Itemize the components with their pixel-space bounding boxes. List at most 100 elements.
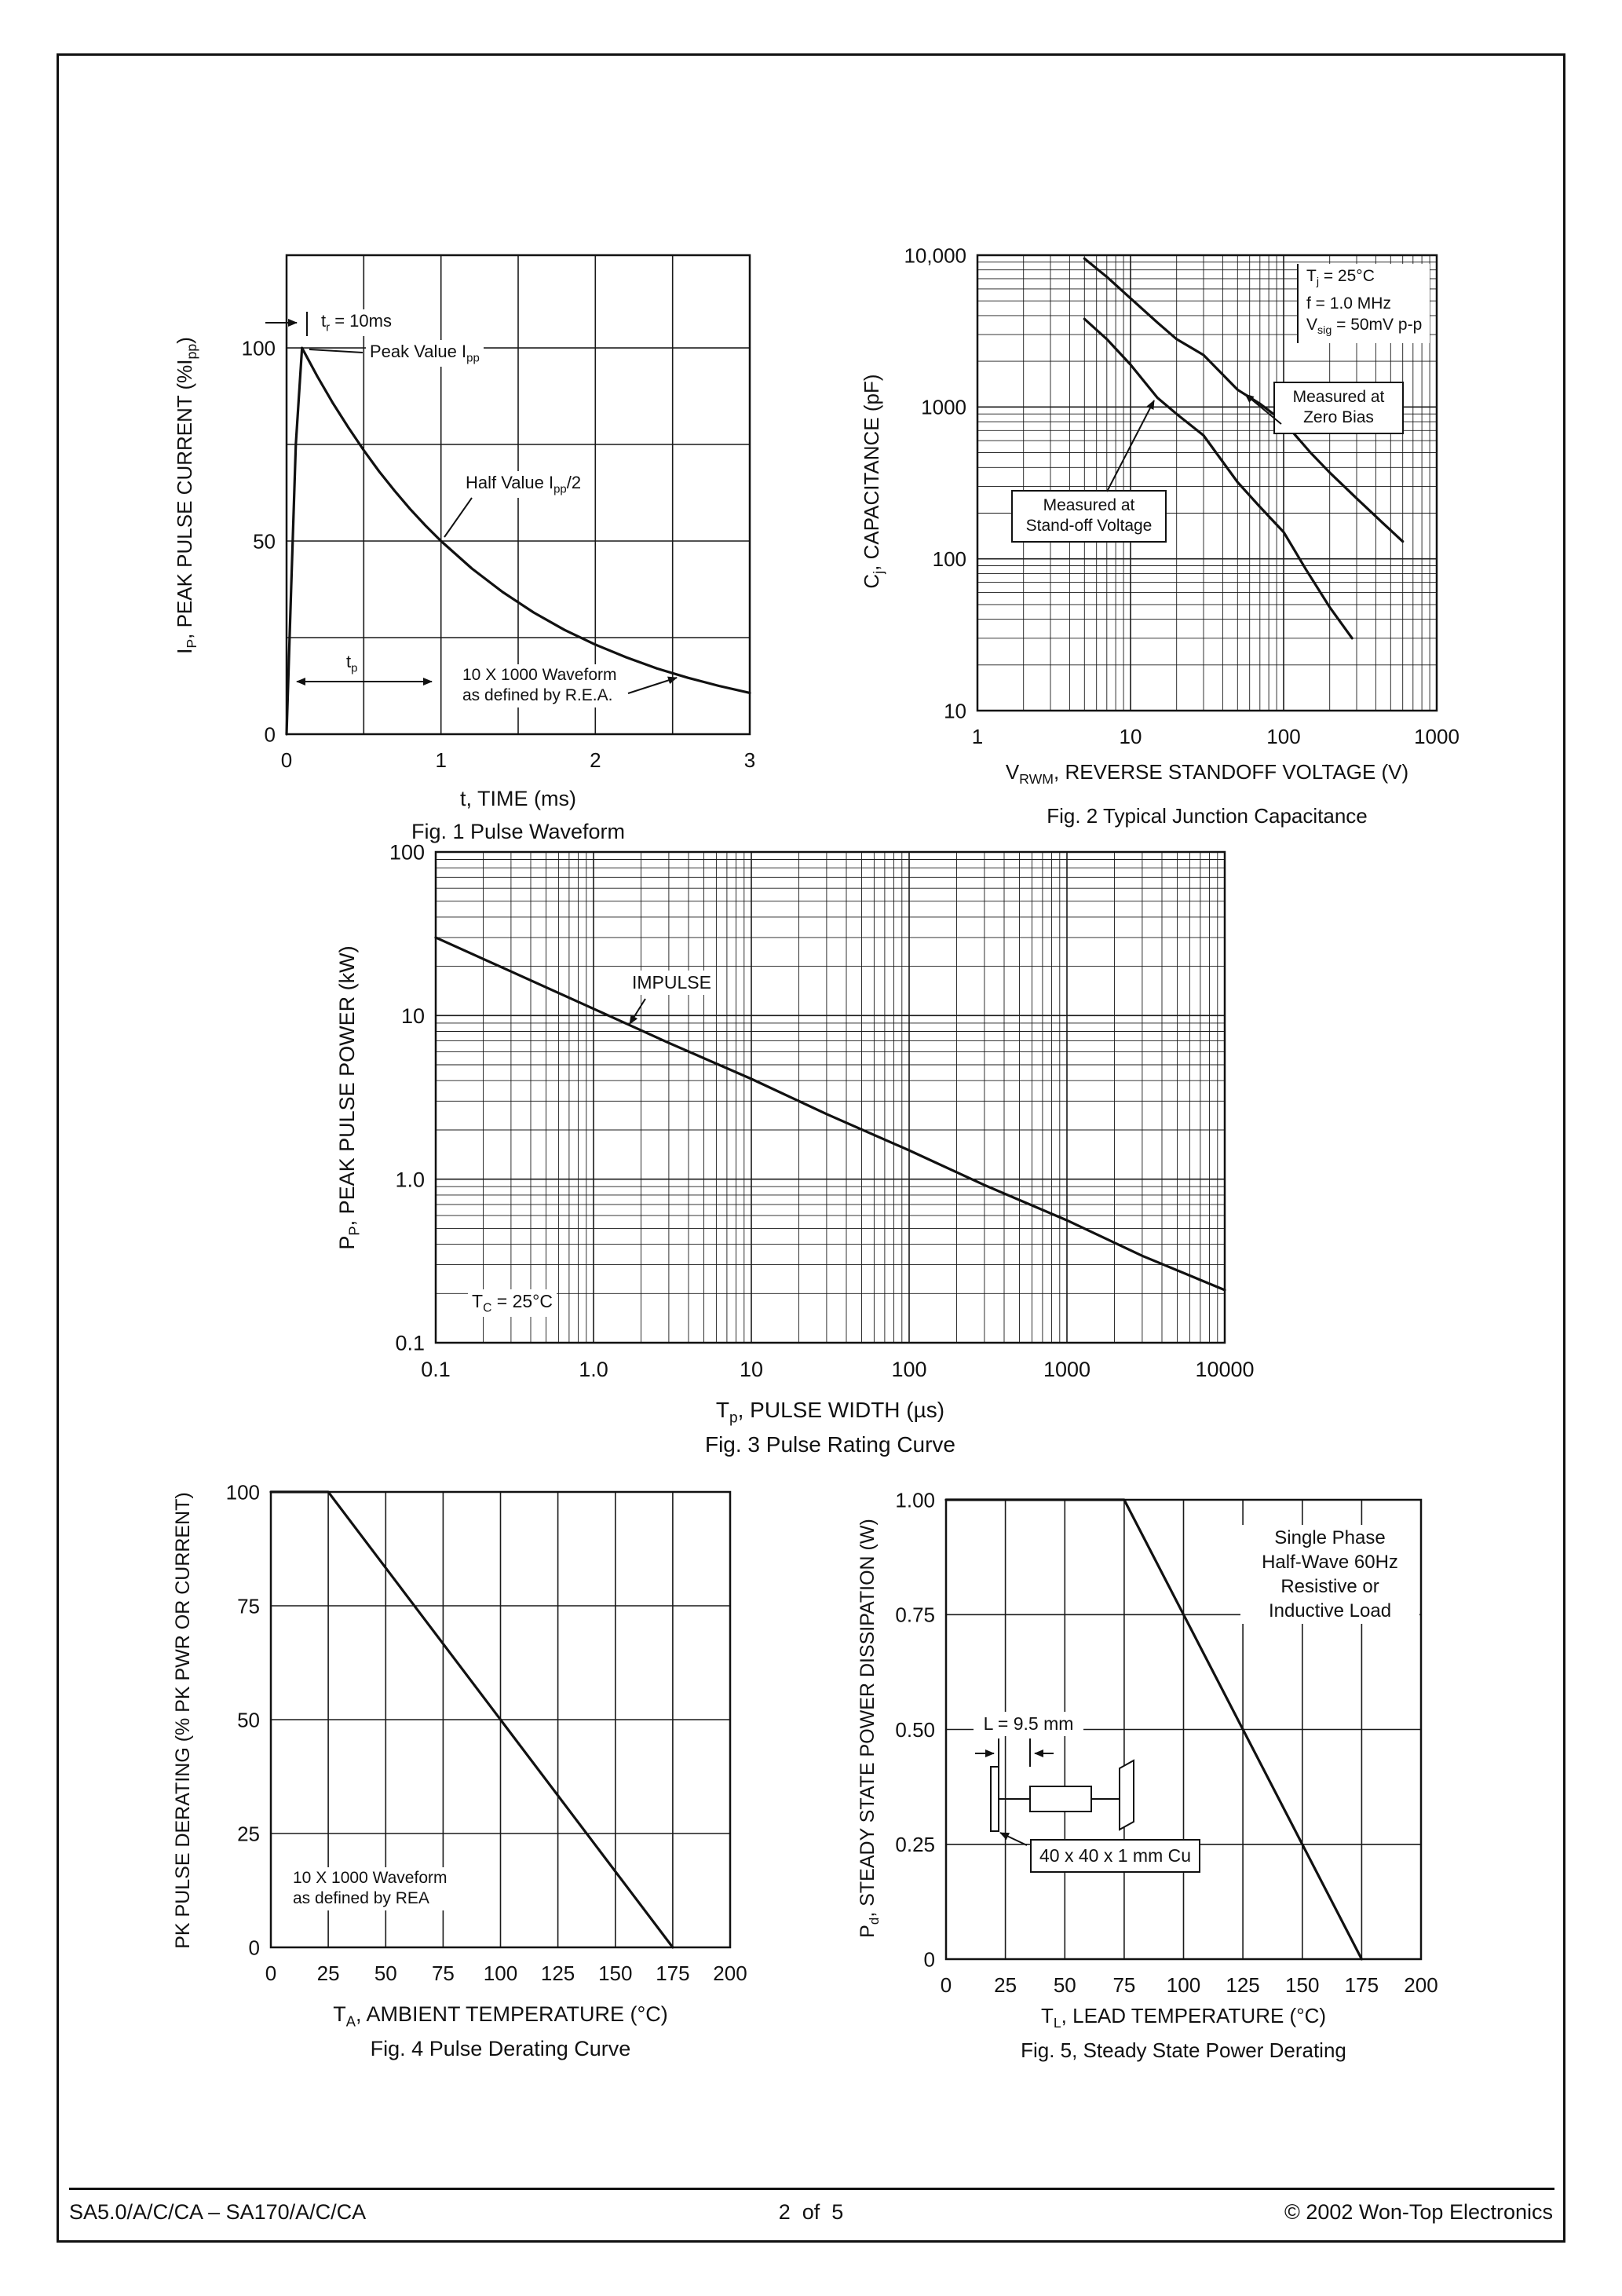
x-tick-label: 125 — [1226, 1973, 1259, 1997]
fig2-x-axis-label: VRWM, REVERSE STANDOFF VOLTAGE (V) — [1005, 760, 1409, 788]
y-tick-label: 10 — [944, 699, 966, 722]
fig1-annotation-half-value: Half Value Ipp/2 — [462, 471, 586, 499]
fig5-caption: Fig. 5, Steady State Power Derating — [1021, 2038, 1346, 2062]
fig1-pulse-waveform-chart: 0 1 2 3 0 50 100 — [242, 254, 755, 772]
series-steady-state-power-derating — [944, 1498, 1364, 1961]
fig1-annotation-waveform-note: 10 X 1000 Waveform as defined by R.E.A. — [458, 664, 621, 707]
y-tick-label: 0 — [265, 722, 276, 746]
plot-border — [976, 254, 1438, 712]
fig1-x-axis-label: t, TIME (ms) — [460, 787, 576, 810]
y-tick-label: 1000 — [921, 396, 966, 419]
series-10x1000-pulse — [285, 346, 751, 736]
y-tick-label: 75 — [237, 1594, 260, 1618]
x-tick-label: 10000 — [1195, 1358, 1254, 1381]
fig4-x-axis-label: TA, AMBIENT TEMPERATURE (°C) — [333, 2002, 668, 2030]
x-tick-label: 1 — [972, 725, 983, 748]
fig3-annotation-case-temp: TC = 25°C — [468, 1289, 557, 1318]
fig2-condition-signal: Vsig = 50mV p-p — [1306, 316, 1423, 338]
y-tick-label: 25 — [237, 1822, 260, 1845]
fig5-annotation-lead-length: L = 9.5 mm — [974, 1712, 1083, 1736]
fig1-annotation-peak-value: Peak Value Ipp — [366, 340, 484, 367]
fig2-annotation-standoff: Measured at Stand-off Voltage — [1011, 490, 1167, 543]
y-tick-label: 0 — [924, 1947, 935, 1971]
x-tick-label: 0 — [265, 1961, 276, 1985]
y-tick-label: 0.75 — [895, 1603, 935, 1627]
footer-copyright: © 2002 Won-Top Electronics — [1284, 2200, 1553, 2224]
x-tick-label: 1000 — [1414, 725, 1459, 748]
page-border — [57, 53, 1565, 2243]
fig1-caption: Fig. 1 Pulse Waveform — [411, 820, 626, 843]
x-tick-label: 0.1 — [421, 1358, 451, 1381]
fig4-pulse-derating-chart: 0 25 50 75 100 125 150 175 200 0 25 50 75 100 — [226, 1480, 747, 1985]
plot-border — [269, 1490, 732, 1949]
x-tick-label: 50 — [374, 1961, 397, 1985]
x-tick-label: 100 — [1167, 1973, 1200, 1997]
x-tick-label: 75 — [432, 1961, 455, 1985]
fig1-y-axis-label: IP, PEAK PULSE CURRENT (%Ipp) — [173, 337, 200, 654]
x-tick-label: 100 — [891, 1358, 926, 1381]
x-tick-label: 25 — [994, 1973, 1017, 1997]
x-tick-label: 175 — [656, 1961, 689, 1985]
x-tick-label: 125 — [541, 1961, 575, 1985]
fig2-caption: Fig. 2 Typical Junction Capacitance — [1047, 804, 1368, 828]
fig2-condition-frequency: f = 1.0 MHz — [1306, 294, 1391, 313]
y-tick-label: 10 — [401, 1004, 425, 1028]
fig3-pulse-rating-chart: 0.1 1.0 10 100 1000 10000 0.1 1.0 10 100 — [389, 841, 1255, 1381]
fig5-annotation-load: Single Phase Half-Wave 60Hz Resistive or… — [1240, 1525, 1419, 1624]
fig5-y-axis-label: Pd, STEADY STATE POWER DISSIPATION (W) — [857, 1519, 882, 1938]
x-tick-label: 200 — [713, 1961, 747, 1985]
fig2-test-conditions: Tj = 25°C f = 1.0 MHz Vsig = 50mV p-p — [1297, 264, 1430, 344]
x-tick-label: 200 — [1404, 1973, 1438, 1997]
fig5-annotation-cu-pad: 40 x 40 x 1 mm Cu — [1030, 1839, 1201, 1873]
y-tick-label: 10,000 — [904, 243, 966, 267]
x-tick-label: 25 — [317, 1961, 340, 1985]
series-impulse — [434, 936, 1226, 1292]
plot-border — [285, 254, 751, 736]
series-peak-pulse-derating — [269, 1490, 674, 1949]
fig4-y-axis-label: PK PULSE DERATING (% PK PWR OR CURRENT) — [172, 1492, 194, 1949]
x-tick-label: 10 — [1120, 725, 1142, 748]
x-tick-label: 0 — [281, 748, 292, 772]
x-tick-label: 150 — [598, 1961, 632, 1985]
x-tick-label: 0 — [941, 1973, 952, 1997]
fig1-annotation-pulse-width: tp — [342, 650, 362, 678]
x-tick-label: 1000 — [1043, 1358, 1090, 1381]
fig2-y-axis-label: Cj, CAPACITANCE (pF) — [860, 374, 887, 589]
x-tick-label: 100 — [484, 1961, 517, 1985]
footer-page-number: 2 of 5 — [778, 2200, 844, 2224]
y-tick-label: 0.25 — [895, 1833, 935, 1856]
fig4-annotation-waveform-note: 10 X 1000 Waveform as defined by REA — [289, 1867, 451, 1910]
x-tick-label: 175 — [1345, 1973, 1379, 1997]
x-tick-label: 100 — [1266, 725, 1300, 748]
fig2-condition-junction-temp: Tj = 25°C — [1306, 267, 1375, 289]
fig4-caption: Fig. 4 Pulse Derating Curve — [370, 2037, 631, 2060]
y-tick-label: 1.00 — [895, 1488, 935, 1512]
fig2-annotation-zero-bias: Measured at Zero Bias — [1273, 382, 1404, 434]
footer-divider — [69, 2188, 1554, 2190]
y-tick-label: 100 — [226, 1480, 260, 1504]
y-tick-label: 100 — [933, 547, 966, 571]
plot-border — [434, 850, 1226, 1344]
y-tick-label: 0 — [249, 1936, 260, 1959]
footer-part-number: SA5.0/A/C/CA – SA170/A/C/CA — [69, 2200, 367, 2224]
y-tick-label: 100 — [389, 841, 425, 865]
fig3-annotation-impulse: IMPULSE — [628, 971, 715, 995]
x-tick-label: 1.0 — [579, 1358, 608, 1381]
fig5-x-axis-label: TL, LEAD TEMPERATURE (°C) — [1040, 2004, 1327, 2031]
x-tick-label: 3 — [744, 748, 755, 772]
fig1-annotation-rise-time: tr = 10ms — [317, 309, 396, 337]
x-tick-label: 2 — [590, 748, 601, 772]
y-tick-label: 50 — [253, 529, 276, 553]
y-tick-label: 1.0 — [395, 1168, 425, 1191]
y-tick-label: 0.50 — [895, 1718, 935, 1742]
fig3-y-axis-label: PP, PEAK PULSE POWER (kW) — [335, 945, 363, 1250]
y-tick-label: 0.1 — [395, 1332, 425, 1355]
y-tick-label: 100 — [242, 336, 276, 360]
plot-border — [944, 1498, 1423, 1961]
y-tick-label: 50 — [237, 1708, 260, 1731]
x-tick-label: 75 — [1112, 1973, 1135, 1997]
fig3-caption: Fig. 3 Pulse Rating Curve — [704, 1432, 956, 1457]
x-tick-label: 1 — [435, 748, 446, 772]
x-tick-label: 10 — [740, 1358, 763, 1381]
